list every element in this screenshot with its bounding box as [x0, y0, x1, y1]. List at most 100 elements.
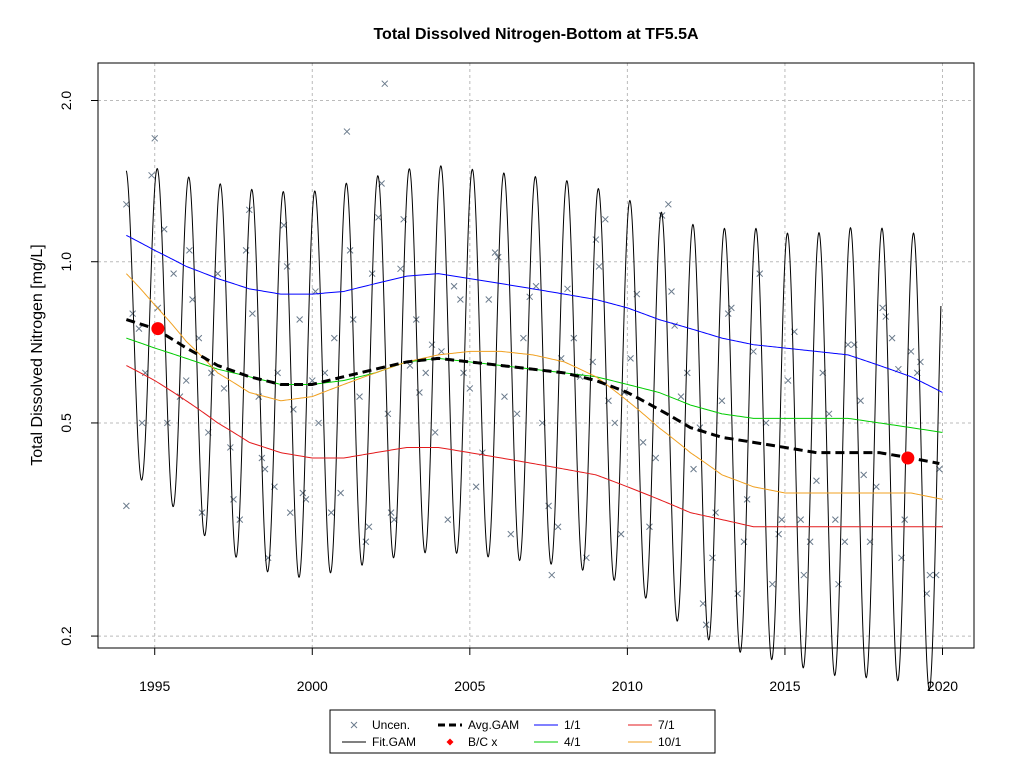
observation-point [466, 385, 474, 392]
observation-point [186, 247, 193, 254]
observation-point [778, 516, 786, 523]
observation-point [520, 334, 527, 342]
legend-label: Fit.GAM [372, 735, 416, 749]
x-axis-ticks: 1995 2000 2005 2010 2015 2020 [139, 648, 958, 694]
observation-point [346, 247, 354, 254]
observation-point [170, 270, 177, 278]
x-tick-label: 2010 [612, 678, 643, 694]
observation-point [926, 571, 934, 579]
observation-point [356, 393, 363, 400]
observation-points [123, 80, 943, 629]
observation-point [768, 580, 776, 588]
observation-point [422, 369, 430, 377]
observation-point [806, 538, 814, 546]
x-tick-label: 2020 [927, 678, 958, 694]
observation-point [564, 285, 571, 293]
observation-point [491, 249, 499, 256]
observation-point [381, 80, 389, 88]
observation-point [595, 263, 603, 270]
y-tick-label: 1.0 [58, 252, 74, 272]
observation-point [712, 509, 719, 517]
legend-label: 1/1 [564, 718, 581, 732]
observation-point [431, 429, 439, 436]
observation-point [548, 571, 556, 579]
observation-point [261, 465, 269, 473]
observation-point [249, 310, 256, 317]
observation-point [683, 369, 691, 377]
observation-point [444, 516, 452, 523]
x-tick-label: 2015 [769, 678, 800, 694]
observation-point [611, 419, 619, 427]
grid-lines [98, 63, 974, 648]
observation-point [800, 571, 808, 579]
observation-point [337, 489, 344, 497]
observation-point [406, 362, 414, 369]
y-tick-label: 0.5 [58, 413, 74, 433]
observation-point [438, 348, 445, 355]
observation-point [384, 410, 392, 418]
legend: Uncen. Avg.GAM 1/1 7/1 Fit.GAM B/C x 4/1 10/1 [329, 709, 716, 754]
observation-point [330, 334, 338, 342]
observation-point [639, 438, 647, 446]
observation-point [220, 385, 228, 392]
observation-point [699, 600, 707, 607]
observation-point [652, 454, 660, 462]
observation-point [286, 509, 294, 517]
observation-point [677, 393, 685, 400]
observation-point [750, 348, 757, 355]
observation-point [138, 419, 146, 427]
observation-point [775, 530, 782, 538]
observation-point [296, 316, 304, 323]
observation-point [888, 334, 896, 342]
observation-point [151, 134, 159, 142]
series-fit-gam [125, 165, 942, 691]
observation-point [860, 471, 868, 479]
observation-point [554, 523, 562, 531]
observation-point [283, 263, 291, 270]
observation-point [784, 377, 792, 384]
legend-label: 10/1 [658, 735, 682, 749]
observation-point [460, 369, 467, 377]
legend-label: Avg.GAM [468, 718, 519, 732]
observation-point [457, 296, 464, 303]
legend-swatch [446, 738, 454, 746]
observation-point [349, 316, 357, 323]
observation-point [428, 341, 436, 349]
observation-point [195, 334, 203, 342]
observation-point [208, 369, 215, 377]
observation-point [230, 496, 237, 503]
observation-point [882, 313, 890, 320]
legend-label: B/C x [468, 735, 497, 749]
observation-point [472, 483, 480, 491]
bc-point [901, 451, 915, 465]
observation-point [513, 410, 521, 418]
bc-point [151, 322, 165, 336]
observation-point [709, 554, 716, 562]
observation-point [872, 483, 880, 491]
series-7-1 [126, 365, 943, 528]
series-avg-gam [125, 318, 940, 465]
observation-point [362, 538, 370, 546]
series-lines [125, 165, 943, 691]
observation-point [734, 590, 742, 598]
chart-title: Total Dissolved Nitrogen-Bottom at TF5.5… [373, 26, 699, 43]
x-tick-label: 2000 [297, 678, 328, 694]
observation-point [242, 247, 250, 254]
observation-point [592, 236, 600, 243]
observation-point [507, 530, 515, 538]
observation-point [646, 523, 653, 531]
observation-point [163, 419, 171, 427]
observation-point [907, 348, 915, 355]
observation-point [835, 580, 842, 588]
observation-point [825, 410, 833, 418]
observation-point [844, 341, 852, 349]
observation-point [617, 530, 625, 538]
observation-point [917, 358, 924, 366]
observation-point [601, 215, 609, 223]
observation-point [397, 265, 404, 273]
bias-correction-points [151, 322, 915, 465]
observation-point [664, 200, 672, 208]
x-tick-label: 2005 [454, 678, 485, 694]
legend-label: 4/1 [564, 735, 581, 749]
